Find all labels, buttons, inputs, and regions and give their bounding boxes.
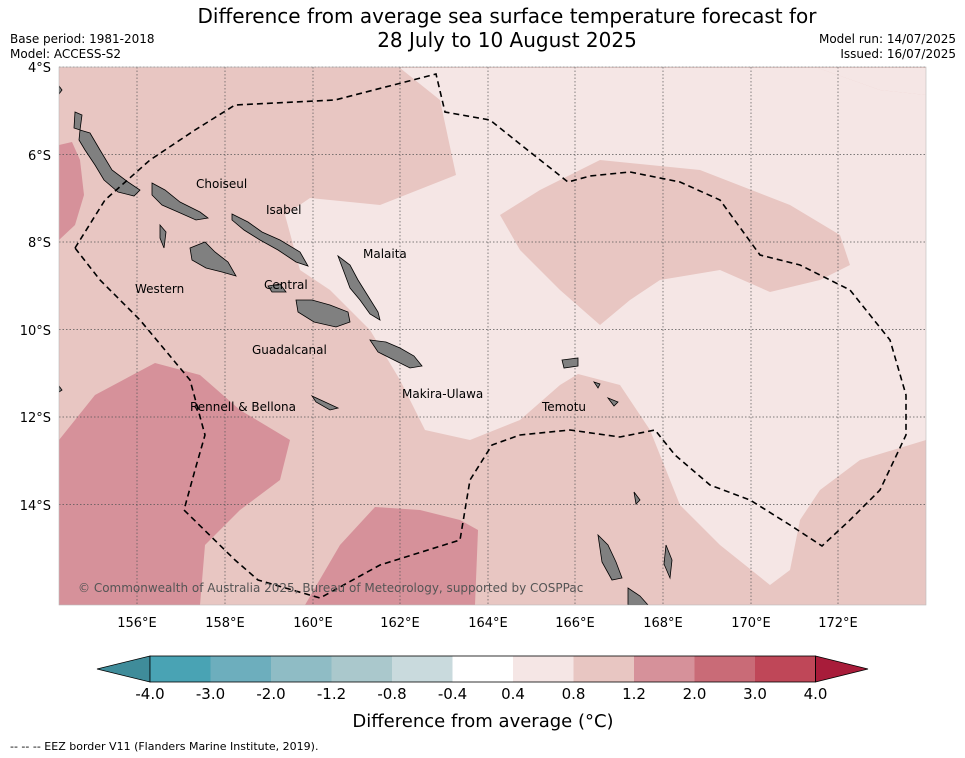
island-bougainville — [78, 129, 141, 197]
colorbar-tick-label: 4.0 — [804, 685, 828, 703]
island-rennell — [310, 395, 340, 411]
province-malaita: Malaita — [363, 247, 407, 261]
island-small-5 — [59, 85, 63, 95]
base-period: Base period: 1981-2018 — [10, 32, 155, 46]
eez-border — [74, 73, 907, 599]
issued-date: Issued: 16/07/2025 — [840, 47, 956, 61]
province-labels: Choiseul Isabel Malaita Western Central … — [135, 177, 586, 414]
footer-eez-note: -- -- -- EEZ border V11 (Flanders Marine… — [10, 740, 319, 753]
island-small-3 — [593, 381, 601, 389]
island-espiritu-santo — [597, 533, 623, 581]
latitude-labels: 4°S 6°S 8°S 10°S 12°S 14°S — [20, 61, 51, 514]
province-isabel: Isabel — [266, 203, 301, 217]
colorbar-tick-label: 0.4 — [501, 685, 525, 703]
lon-label-170e: 170°E — [731, 616, 771, 631]
colorbar-tick-label: 2.0 — [683, 685, 707, 703]
colorbar-frame — [149, 655, 816, 683]
island-small-4 — [59, 385, 63, 393]
island-makira — [369, 339, 423, 369]
colorbar-segment — [634, 656, 695, 682]
lat-label-14s: 14°S — [20, 499, 51, 514]
colorbar-segment — [271, 656, 332, 682]
copyright-text: © Commonwealth of Australia 2025, Bureau… — [78, 581, 583, 595]
title-line-1: Difference from average sea surface temp… — [197, 4, 817, 28]
province-choiseul: Choiseul — [196, 177, 247, 191]
longitude-labels: 156°E 158°E 160°E 162°E 164°E 166°E 168°… — [117, 616, 858, 631]
colorbar-tick-label: -4.0 — [135, 685, 164, 703]
colorbar-segment — [573, 656, 634, 682]
anomaly-band-0.4-0.8-northeast — [400, 68, 926, 95]
island-guadalcanal — [295, 299, 351, 328]
lon-label-156e: 156°E — [117, 616, 157, 631]
model-run: Model run: 14/07/2025 — [818, 32, 956, 46]
colorbar-segment — [452, 656, 513, 682]
colorbar-segment — [694, 656, 755, 682]
colorbar-high-extension — [815, 655, 869, 683]
island-isabel — [231, 213, 309, 267]
lon-label-168e: 168°E — [643, 616, 683, 631]
island-malekula — [627, 587, 649, 605]
lon-label-162e: 162°E — [380, 616, 420, 631]
lon-label-166e: 166°E — [555, 616, 595, 631]
colorbar-tick-label: -1.2 — [317, 685, 346, 703]
map-frame — [58, 66, 927, 606]
lon-label-160e: 160°E — [293, 616, 333, 631]
colorbar-segment — [513, 656, 574, 682]
colorbar-segment — [210, 656, 271, 682]
colorbar-tick-label: -3.0 — [196, 685, 225, 703]
meta-right: Model run: 14/07/2025 Issued: 16/07/2025 — [819, 32, 956, 62]
model-name: Model: ACCESS-S2 — [10, 47, 122, 61]
landmasses — [59, 85, 673, 605]
island-malaita — [337, 254, 381, 321]
lat-label-10s: 10°S — [20, 324, 51, 339]
lat-label-8s: 8°S — [28, 236, 51, 251]
island-vella-lavella — [159, 223, 167, 249]
lat-label-6s: 6°S — [28, 149, 51, 164]
colorbar-segment — [755, 656, 816, 682]
lat-label-4s: 4°S — [28, 61, 51, 76]
island-new-georgia — [189, 241, 237, 277]
island-buka — [73, 111, 83, 131]
colorbar-tick-label: -0.8 — [377, 685, 406, 703]
anomaly-band-1.2-2.0-west — [59, 142, 84, 240]
province-temotu: Temotu — [541, 400, 586, 414]
island-central — [267, 283, 287, 293]
meta-left: Base period: 1981-2018 Model: ACCESS-S2 — [10, 32, 155, 62]
map-title: Difference from average sea surface temp… — [0, 4, 965, 52]
lon-label-172e: 172°E — [818, 616, 858, 631]
anomaly-band-0.8-1.2-north — [120, 68, 456, 205]
colorbar-label: Difference from average (°C) — [352, 711, 613, 732]
lat-label-12s: 12°S — [20, 411, 51, 426]
island-small-1 — [633, 491, 641, 505]
lon-label-158e: 158°E — [205, 616, 245, 631]
colorbar-tick-labels: -4.0 -3.0 -2.0 -1.2 -0.8 -0.4 0.4 0.8 1.… — [135, 685, 827, 703]
colorbar-segment — [150, 656, 211, 682]
colorbar-tick-label: -2.0 — [256, 685, 285, 703]
island-choiseul — [151, 182, 209, 221]
colorbar: -4.0 -3.0 -2.0 -1.2 -0.8 -0.4 0.4 0.8 1.… — [96, 655, 869, 732]
colorbar-tick-label: 3.0 — [743, 685, 767, 703]
colorbar-tick-label: 0.8 — [562, 685, 586, 703]
province-guadalcanal: Guadalcanal — [252, 343, 327, 357]
anomaly-band-1.2-2.0-southwest — [59, 363, 290, 605]
colorbar-low-extension — [96, 655, 151, 683]
anomaly-field — [59, 67, 926, 605]
lon-label-164e: 164°E — [468, 616, 508, 631]
province-makira-ulawa: Makira-Ulawa — [402, 387, 483, 401]
province-rennell-bellona: Rennell & Bellona — [190, 400, 296, 414]
colorbar-tick-label: -0.4 — [438, 685, 467, 703]
province-western: Western — [135, 282, 184, 296]
island-santa-cruz — [561, 357, 579, 369]
island-small-2 — [606, 397, 619, 407]
title-line-2: 28 July to 10 August 2025 — [377, 28, 637, 52]
province-central: Central — [264, 278, 308, 292]
island-maewo — [663, 544, 673, 580]
anomaly-band-0.8-1.2-east — [500, 160, 850, 325]
colorbar-segment — [331, 656, 392, 682]
colorbar-tick-label: 1.2 — [622, 685, 646, 703]
anomaly-band-1.2-2.0-south — [305, 507, 478, 605]
colorbar-segment — [392, 656, 453, 682]
